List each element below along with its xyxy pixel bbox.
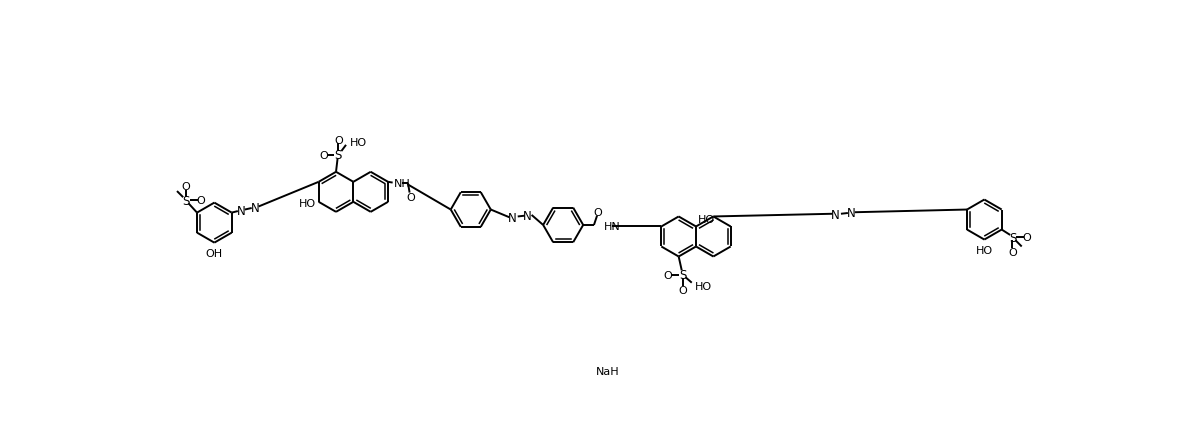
Text: OH: OH	[205, 248, 222, 258]
Text: HO: HO	[350, 138, 366, 148]
Text: N: N	[831, 208, 840, 222]
Text: N: N	[523, 210, 533, 223]
Text: HO: HO	[299, 199, 317, 209]
Text: O: O	[1008, 247, 1016, 257]
Text: O: O	[197, 196, 205, 206]
Text: O: O	[593, 207, 602, 217]
Text: HO: HO	[695, 281, 712, 291]
Text: S: S	[183, 194, 190, 207]
Text: O: O	[678, 285, 687, 295]
Text: N: N	[236, 205, 246, 217]
Text: HO: HO	[976, 245, 993, 255]
Text: N: N	[847, 207, 855, 220]
Text: S: S	[678, 269, 687, 282]
Text: O: O	[407, 193, 415, 203]
Text: N: N	[508, 211, 517, 224]
Text: HO: HO	[699, 214, 715, 224]
Text: S: S	[1009, 231, 1016, 244]
Text: NaH: NaH	[597, 367, 619, 376]
Text: HN: HN	[604, 222, 620, 232]
Text: O: O	[319, 151, 329, 160]
Text: O: O	[1022, 233, 1032, 243]
Text: O: O	[334, 136, 343, 146]
Text: S: S	[334, 148, 342, 161]
Text: O: O	[181, 182, 191, 192]
Text: O: O	[663, 270, 672, 280]
Text: N: N	[250, 201, 260, 214]
Text: NH: NH	[394, 179, 410, 189]
